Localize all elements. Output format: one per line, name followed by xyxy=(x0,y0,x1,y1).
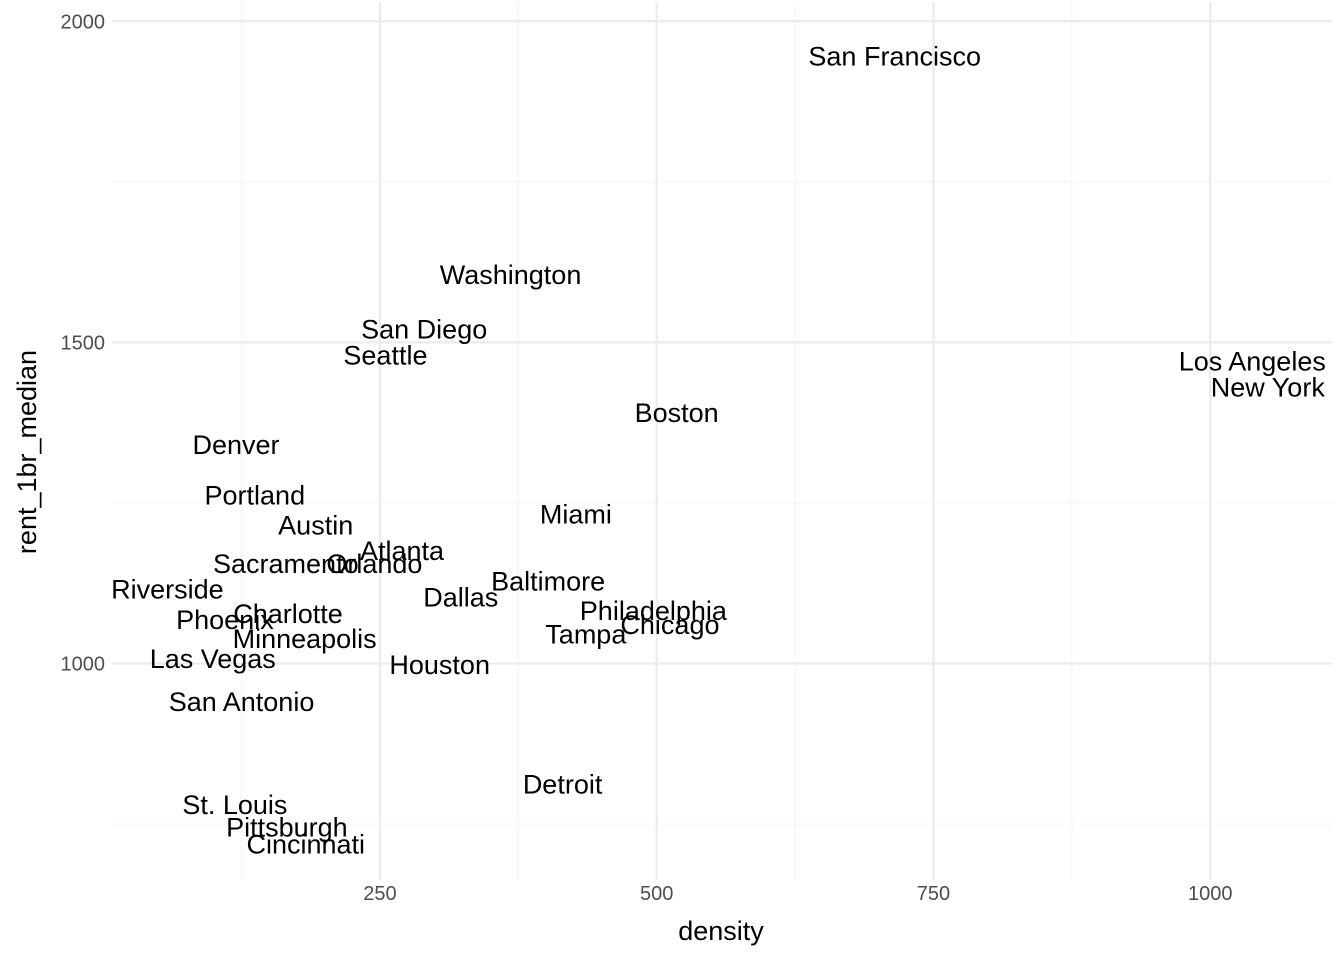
point-label: Portland xyxy=(205,480,306,510)
point-label: Detroit xyxy=(523,769,603,799)
point-label: Phoenix xyxy=(176,605,274,635)
point-label: Riverside xyxy=(111,575,224,605)
x-tick-label: 500 xyxy=(640,883,673,905)
point-label: Minneapolis xyxy=(233,624,377,654)
point-label: Boston xyxy=(635,398,719,428)
x-tick-label: 250 xyxy=(363,883,396,905)
point-label: Cincinnati xyxy=(246,830,365,860)
y-tick-label: 2000 xyxy=(61,11,106,33)
point-label: San Antonio xyxy=(169,687,315,717)
x-axis-tick-labels: 250 500 750 1000 xyxy=(363,883,1232,905)
point-label: Washington xyxy=(440,260,582,290)
major-grid xyxy=(112,2,1332,880)
y-tick-label: 1500 xyxy=(61,332,106,354)
x-tick-label: 750 xyxy=(917,883,950,905)
point-label: Tampa xyxy=(545,620,627,650)
point-label: Seattle xyxy=(343,340,427,370)
minor-grid xyxy=(112,2,1332,880)
y-tick-label: 1000 xyxy=(61,654,106,676)
point-label: Miami xyxy=(540,500,612,530)
point-label: Denver xyxy=(192,430,279,460)
point-label: Pittsburgh xyxy=(226,812,348,842)
point-label: St. Louis xyxy=(182,790,287,820)
point-label: Chicago xyxy=(620,610,719,640)
y-axis-title: rent_1br_median xyxy=(12,350,42,554)
point-label: New York xyxy=(1211,372,1326,402)
point-label: Houston xyxy=(389,650,490,680)
point-label: Orlando xyxy=(326,549,422,579)
x-tick-label: 1000 xyxy=(1188,883,1233,905)
point-label: Philadelphia xyxy=(580,596,728,626)
y-axis-tick-labels: 1000 1500 2000 xyxy=(61,11,106,675)
point-label: Sacramento xyxy=(213,549,359,579)
point-label: Charlotte xyxy=(233,599,343,629)
x-axis-title: density xyxy=(678,916,764,946)
point-label: Atlanta xyxy=(360,536,445,566)
point-label: Dallas xyxy=(423,582,498,612)
point-label: Baltimore xyxy=(491,566,605,596)
point-label: Las Vegas xyxy=(150,644,276,674)
point-label: San Francisco xyxy=(808,42,981,72)
point-label: Austin xyxy=(278,510,353,540)
point-label: San Diego xyxy=(361,315,487,345)
point-label: Los Angeles xyxy=(1179,347,1326,377)
